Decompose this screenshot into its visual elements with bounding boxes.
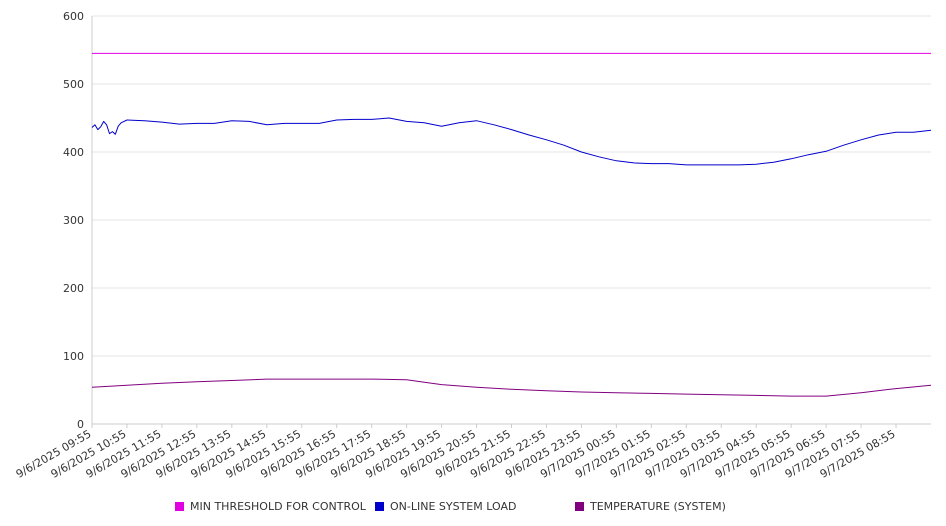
x-axis: 9/6/2025 09:559/6/2025 10:559/6/2025 11:… — [14, 423, 931, 481]
y-tick-label: 400 — [63, 146, 84, 159]
y-tick-label: 0 — [77, 418, 84, 431]
series-lines — [91, 52, 932, 397]
legend-item-min-threshold[interactable]: MIN THRESHOLD FOR CONTROL — [175, 498, 366, 514]
y-axis: 0 100 200 300 400 500 600 — [63, 10, 93, 431]
legend-item-temperature[interactable]: TEMPERATURE (SYSTEM) — [575, 498, 726, 514]
legend-label-system-load: ON-LINE SYSTEM LOAD — [390, 499, 517, 513]
y-tick-label: 600 — [63, 10, 84, 23]
y-tick-label: 200 — [63, 282, 84, 295]
legend-swatch-min-threshold — [175, 501, 184, 511]
series-line-temperature — [91, 378, 932, 397]
gridlines — [92, 15, 931, 357]
legend-swatch-system-load — [375, 501, 384, 511]
legend-label-temperature: TEMPERATURE (SYSTEM) — [590, 499, 726, 513]
line-chart: 0 100 200 300 400 500 600 9/6/2025 09:559/6/20… — [14, 10, 932, 481]
legend-label-min-threshold: MIN THRESHOLD FOR CONTROL — [190, 499, 366, 513]
legend-item-system-load[interactable]: ON-LINE SYSTEM LOAD — [375, 498, 516, 514]
y-tick-label: 100 — [63, 350, 84, 363]
y-tick-label: 500 — [63, 78, 84, 91]
series-line-system-load — [91, 117, 932, 166]
y-tick-label: 300 — [63, 214, 84, 227]
legend-swatch-temperature — [575, 501, 584, 511]
legend: MIN THRESHOLD FOR CONTROL ON-LINE SYSTEM… — [0, 498, 946, 514]
